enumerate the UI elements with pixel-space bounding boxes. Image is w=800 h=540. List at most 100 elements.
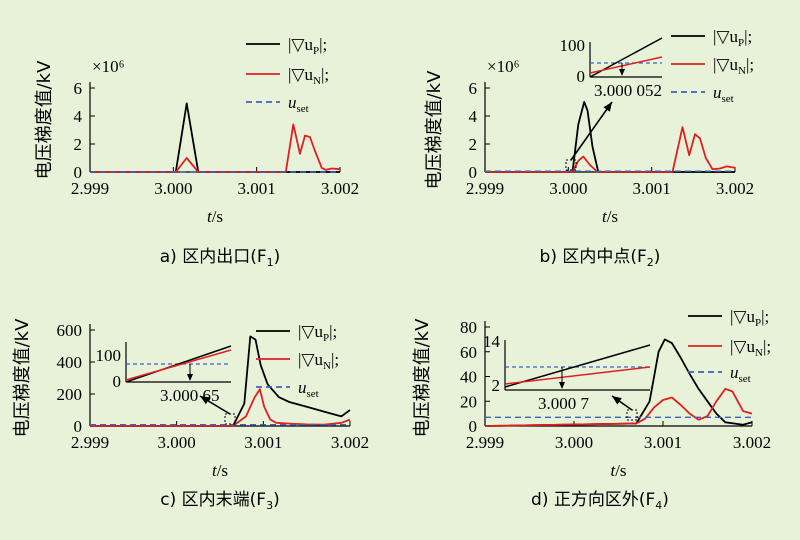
y-tick-label: 6 bbox=[469, 79, 478, 98]
x-tick-label: 3.002 bbox=[733, 433, 771, 452]
y-tick-label: 60 bbox=[460, 343, 477, 362]
panel-caption-4: d) 正方向区外(F4) bbox=[531, 490, 669, 512]
x-tick-label: 3.002 bbox=[331, 433, 369, 452]
x-tick-label: 3.000 bbox=[154, 179, 192, 198]
legend-label-p: |▽uP|; bbox=[298, 322, 337, 344]
inset-y-tick-label: 100 bbox=[96, 346, 122, 365]
inset-y-tick-label: 0 bbox=[577, 67, 586, 86]
x-axis-label: t/s bbox=[207, 207, 223, 226]
x-tick-label: 3.002 bbox=[321, 179, 359, 198]
inset-y-tick-label: 14 bbox=[483, 332, 501, 351]
series-line-p bbox=[90, 335, 351, 427]
y-tick-label: 2 bbox=[74, 135, 83, 154]
y-tick-label: 600 bbox=[57, 321, 83, 340]
legend-label-p: |▽uP|; bbox=[288, 35, 327, 57]
series-line-n bbox=[485, 126, 736, 173]
inset-annotation: 3.000 052 bbox=[594, 81, 662, 100]
series-line-p bbox=[485, 101, 735, 173]
y-tick-label: 0 bbox=[469, 417, 478, 436]
inset-panel-4: 14 2 3.000 7 bbox=[483, 332, 651, 421]
legend: |▽uP|; |▽uN|; uset bbox=[256, 322, 339, 400]
chart-panel-1: 2.999 3.000 3.001 3.002 0 2 4 6 ×10⁶ 电压梯度值/kV t/s |… bbox=[34, 35, 359, 226]
legend-label-set: uset bbox=[730, 363, 751, 385]
legend-label-n: |▽uN|; bbox=[730, 337, 771, 359]
y-axis-label: 电压梯度值/kV bbox=[12, 318, 33, 437]
legend: |▽uP|; |▽uN|; uset bbox=[688, 307, 771, 385]
legend-label-set: uset bbox=[713, 83, 734, 105]
y-multiplier: ×10⁶ bbox=[92, 57, 125, 76]
inset-n-line bbox=[589, 56, 663, 74]
inset-n-line bbox=[125, 349, 232, 381]
inset-annotation: 3.000 7 bbox=[538, 394, 590, 413]
y-axis-label: 电压梯度值/kV bbox=[412, 318, 433, 437]
legend-label-n: |▽uN|; bbox=[713, 55, 754, 77]
series-line-n bbox=[90, 123, 341, 173]
focus-box bbox=[224, 413, 236, 425]
inset-n-line bbox=[504, 366, 651, 385]
legend-label-p: |▽uP|; bbox=[713, 27, 752, 49]
inset-arrowhead bbox=[619, 69, 625, 76]
y-tick-label: 6 bbox=[74, 79, 83, 98]
series-line-p bbox=[484, 338, 753, 427]
panel-caption-1: a) 区内出口(F1) bbox=[160, 247, 281, 269]
y-tick-label: 0 bbox=[469, 163, 478, 182]
y-tick-label: 2 bbox=[469, 135, 478, 154]
legend-label-n: |▽uN|; bbox=[288, 65, 329, 87]
y-axis-label: 电压梯度值/kV bbox=[34, 60, 55, 179]
x-tick-label: 2.999 bbox=[71, 179, 109, 198]
inset-y-tick-label: 0 bbox=[113, 372, 122, 391]
zoom-arrowhead bbox=[612, 396, 622, 405]
legend: |▽uP|; |▽uN|; uset bbox=[671, 27, 754, 105]
x-tick-label: 3.001 bbox=[238, 179, 276, 198]
zoom-arrow bbox=[570, 101, 613, 161]
inset-arrowhead bbox=[187, 374, 193, 381]
chart-panel-3: 2.999 3.000 3.001 3.002 0 200 400 600 电压梯度值/kV t/… bbox=[12, 318, 369, 480]
x-axis-label: t/s bbox=[602, 207, 618, 226]
x-tick-label: 3.000 bbox=[549, 179, 587, 198]
panel-caption-2: b) 区内中点(F2) bbox=[540, 247, 661, 269]
x-tick-label: 2.999 bbox=[466, 179, 504, 198]
chart-panel-4: 2.999 3.000 3.001 3.002 0 20 40 60 80 电压梯度值/kV t/s… bbox=[412, 307, 771, 480]
legend: |▽uP|; |▽uN|; uset bbox=[246, 35, 329, 115]
y-tick-label: 0 bbox=[74, 163, 83, 182]
y-tick-label: 20 bbox=[460, 392, 477, 411]
y-tick-label: 4 bbox=[469, 107, 478, 126]
x-axis-label: t/s bbox=[610, 461, 626, 480]
y-tick-label: 80 bbox=[460, 318, 477, 337]
y-tick-label: 4 bbox=[74, 107, 83, 126]
y-tick-label: 40 bbox=[460, 368, 477, 387]
series-line-n bbox=[484, 387, 753, 427]
panel-caption-3: c) 区内末端(F3) bbox=[160, 490, 279, 512]
legend-label-p: |▽uP|; bbox=[730, 307, 769, 329]
x-tick-label: 3.000 bbox=[158, 433, 196, 452]
inset-p-line bbox=[125, 345, 232, 383]
zoom-arrowhead bbox=[603, 102, 612, 112]
x-tick-label: 2.999 bbox=[466, 433, 504, 452]
focus-box bbox=[626, 409, 638, 421]
inset-p-line bbox=[504, 344, 651, 388]
y-axis-label: 电压梯度值/kV bbox=[424, 70, 445, 189]
inset-y-tick-label: 100 bbox=[560, 36, 586, 55]
legend-label-n: |▽uN|; bbox=[298, 350, 339, 372]
x-tick-label: 3.002 bbox=[716, 179, 754, 198]
zoom-arrowhead bbox=[200, 396, 210, 405]
chart-panel-2: 2.999 3.000 3.001 3.002 0 2 4 6 ×10⁶ 电压梯度值/kV t/s |… bbox=[424, 27, 754, 226]
inset-arrowhead bbox=[559, 382, 565, 389]
inset-y-tick-label: 2 bbox=[492, 376, 501, 395]
legend-label-set: uset bbox=[288, 93, 309, 115]
y-multiplier: ×10⁶ bbox=[487, 57, 520, 76]
x-axis-label: t/s bbox=[212, 461, 228, 480]
x-tick-label: 3.000 bbox=[555, 433, 593, 452]
x-tick-label: 3.001 bbox=[244, 433, 282, 452]
y-tick-label: 200 bbox=[57, 385, 83, 404]
legend-label-set: uset bbox=[298, 378, 319, 400]
y-tick-label: 400 bbox=[57, 353, 83, 372]
y-tick-label: 0 bbox=[74, 417, 83, 436]
x-tick-label: 3.001 bbox=[644, 433, 682, 452]
inset-panel-2: 100 0 3.000 052 bbox=[560, 36, 663, 171]
x-tick-label: 2.999 bbox=[71, 433, 109, 452]
x-tick-label: 3.001 bbox=[633, 179, 671, 198]
